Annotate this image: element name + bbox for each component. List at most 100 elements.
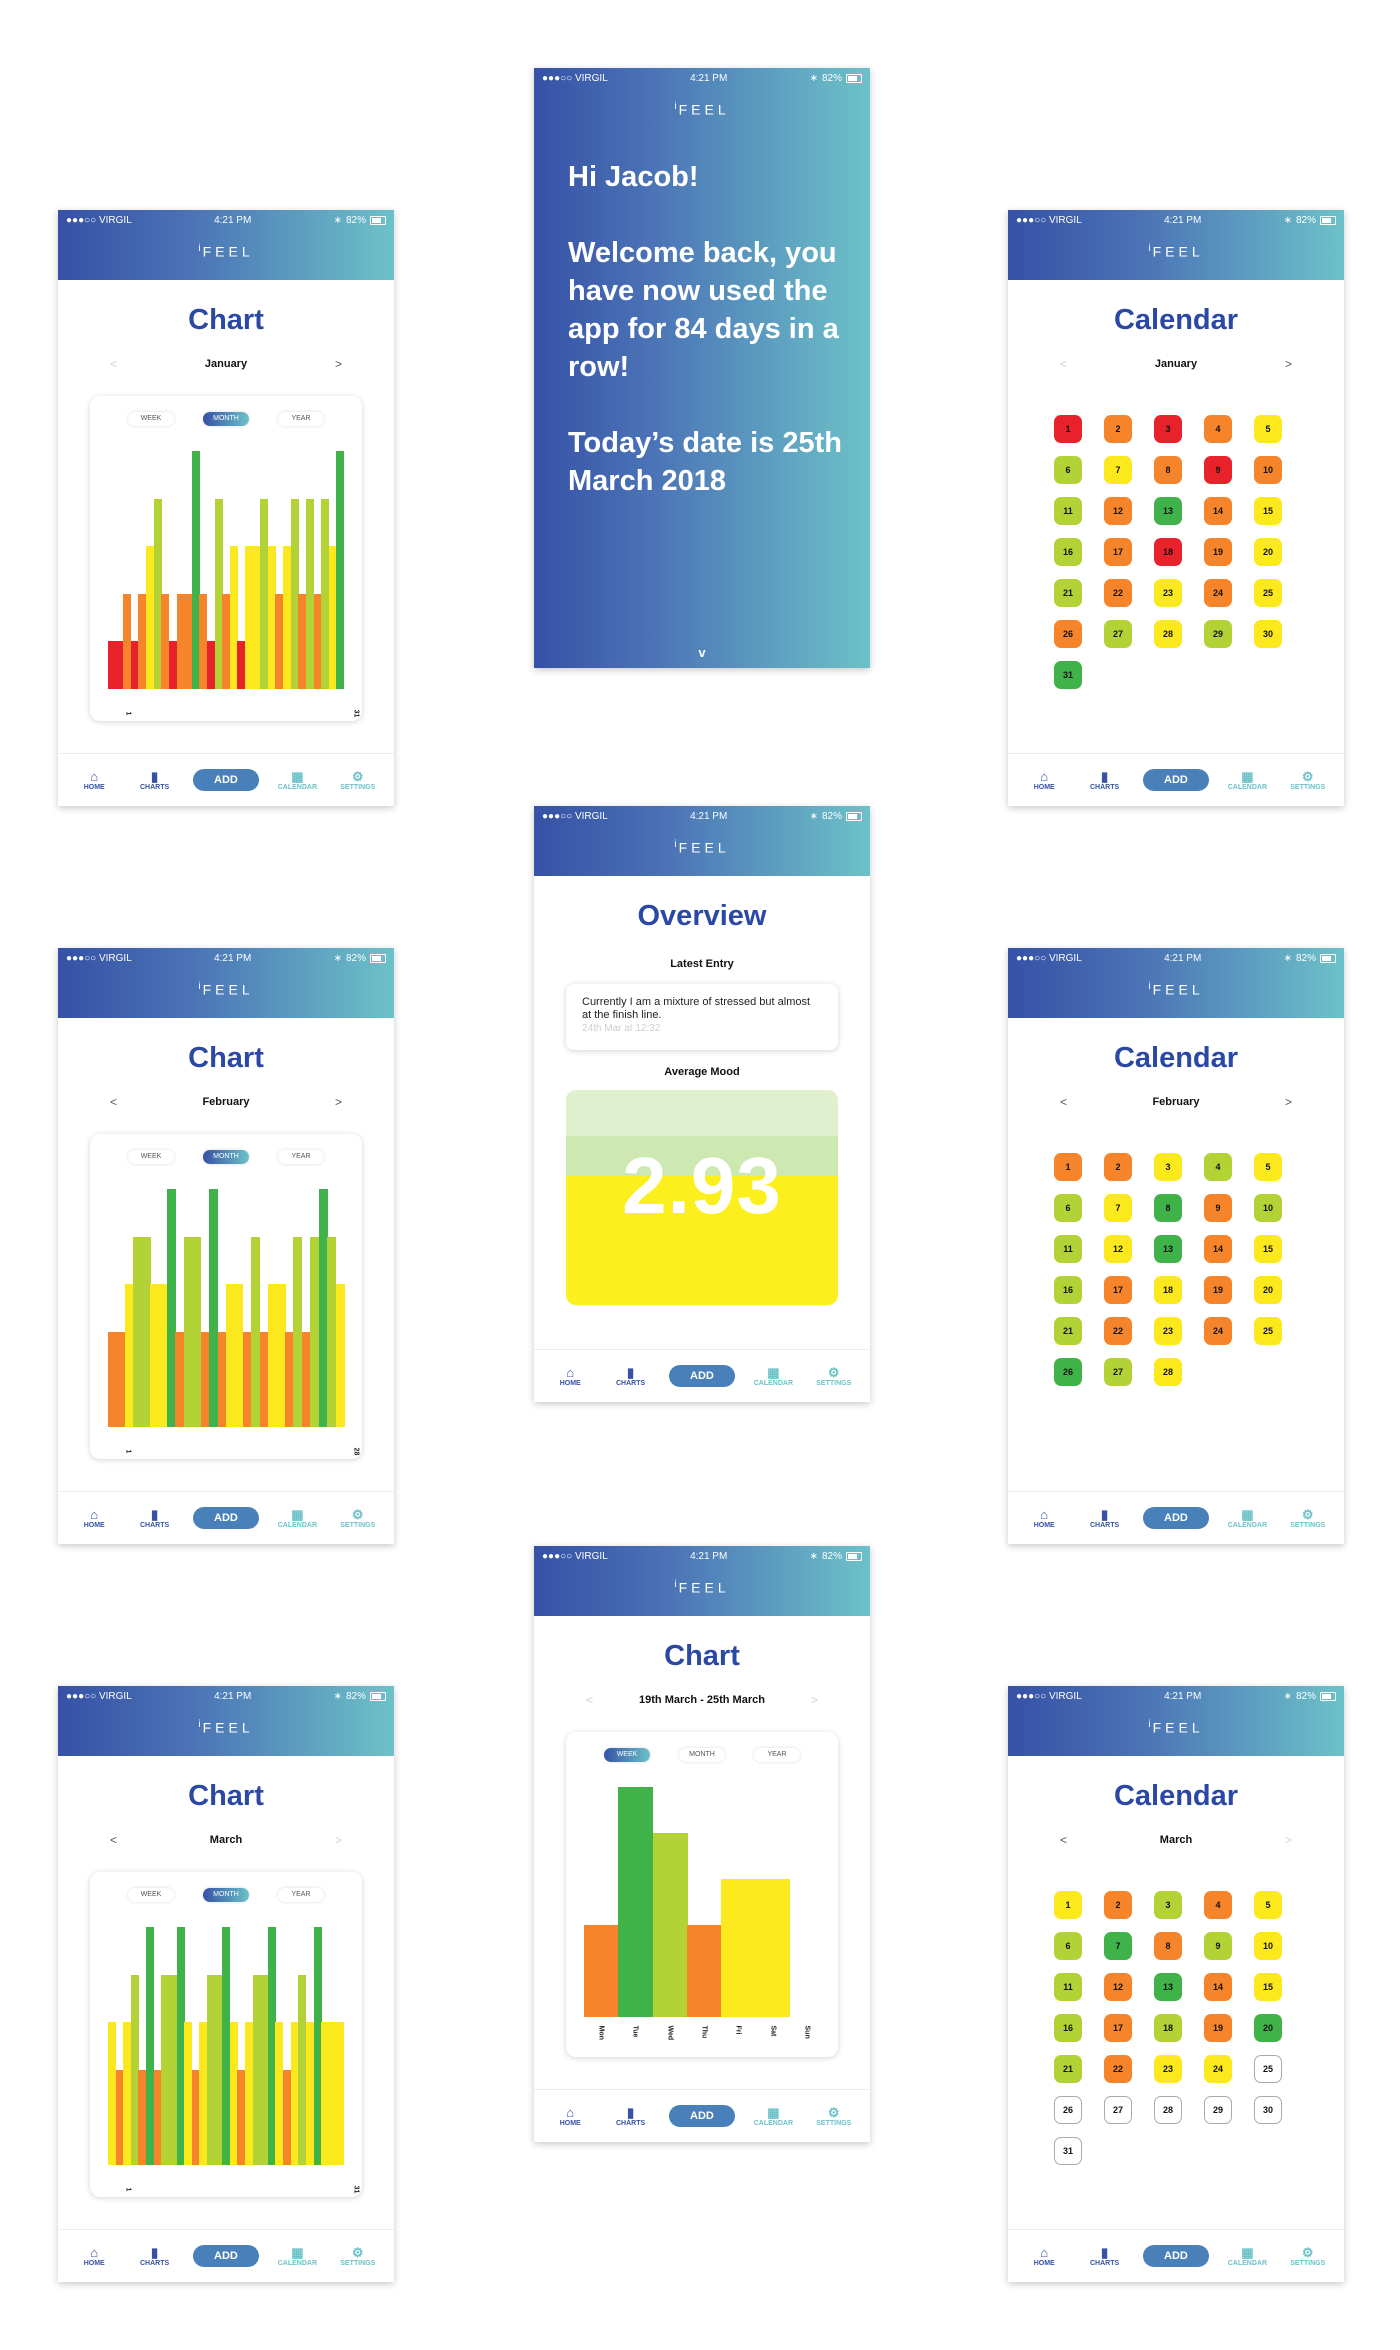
tab-calendar[interactable]: ▦ CALENDAR xyxy=(277,768,317,791)
calendar-day[interactable]: 19 xyxy=(1204,1276,1232,1304)
calendar-day[interactable]: 30 xyxy=(1254,2096,1282,2124)
calendar-day[interactable]: 22 xyxy=(1104,579,1132,607)
tab-settings[interactable]: ⚙ SETTINGS xyxy=(1290,1506,1326,1529)
calendar-day[interactable]: 4 xyxy=(1204,1153,1232,1181)
toggle-year[interactable]: YEAR xyxy=(278,1150,324,1164)
tab-calendar[interactable]: ▦ CALENDAR xyxy=(277,2244,317,2267)
calendar-day[interactable]: 24 xyxy=(1204,1317,1232,1345)
calendar-day[interactable]: 9 xyxy=(1204,456,1232,484)
calendar-day[interactable]: 28 xyxy=(1154,2096,1182,2124)
tab-home[interactable]: ⌂ HOME xyxy=(559,1364,581,1387)
calendar-day[interactable]: 15 xyxy=(1254,1235,1282,1263)
calendar-day[interactable]: 17 xyxy=(1104,1276,1132,1304)
calendar-day[interactable]: 2 xyxy=(1104,415,1132,443)
calendar-day[interactable]: 22 xyxy=(1104,1317,1132,1345)
calendar-day[interactable]: 19 xyxy=(1204,538,1232,566)
calendar-day[interactable]: 9 xyxy=(1204,1932,1232,1960)
add-button[interactable]: ADD xyxy=(1142,2245,1209,2267)
calendar-day[interactable]: 24 xyxy=(1204,579,1232,607)
calendar-day[interactable]: 3 xyxy=(1154,1891,1182,1919)
calendar-day[interactable]: 16 xyxy=(1054,538,1082,566)
tab-charts[interactable]: ▮ CHARTS xyxy=(1089,2244,1120,2267)
prev-month-arrow-icon[interactable]: < xyxy=(110,357,118,371)
calendar-day[interactable]: 13 xyxy=(1154,497,1182,525)
calendar-day[interactable]: 10 xyxy=(1254,456,1282,484)
calendar-day[interactable]: 6 xyxy=(1054,456,1082,484)
add-button[interactable]: ADD xyxy=(192,769,259,791)
tab-settings[interactable]: ⚙ SETTINGS xyxy=(816,1364,852,1387)
calendar-day[interactable]: 1 xyxy=(1054,415,1082,443)
next-month-arrow-icon[interactable]: > xyxy=(334,1833,342,1847)
tab-charts[interactable]: ▮ CHARTS xyxy=(1089,768,1120,791)
tab-home[interactable]: ⌂ HOME xyxy=(1033,768,1055,791)
tab-charts[interactable]: ▮ CHARTS xyxy=(139,768,170,791)
calendar-day[interactable]: 23 xyxy=(1154,1317,1182,1345)
calendar-day[interactable]: 18 xyxy=(1154,538,1182,566)
calendar-day[interactable]: 4 xyxy=(1204,1891,1232,1919)
tab-home[interactable]: ⌂ HOME xyxy=(1033,2244,1055,2267)
add-button[interactable]: ADD xyxy=(668,2105,735,2127)
prev-month-arrow-icon[interactable]: < xyxy=(110,1095,118,1109)
prev-week-arrow-icon[interactable]: < xyxy=(586,1693,594,1707)
tab-settings[interactable]: ⚙ SETTINGS xyxy=(340,768,376,791)
calendar-day[interactable]: 26 xyxy=(1054,1358,1082,1386)
tab-settings[interactable]: ⚙ SETTINGS xyxy=(340,1506,376,1529)
toggle-week[interactable]: WEEK xyxy=(128,1150,174,1164)
next-week-arrow-icon[interactable]: > xyxy=(810,1693,818,1707)
tab-calendar[interactable]: ▦ CALENDAR xyxy=(1227,2244,1267,2267)
tab-home[interactable]: ⌂ HOME xyxy=(83,2244,105,2267)
calendar-day[interactable]: 15 xyxy=(1254,497,1282,525)
calendar-day[interactable]: 13 xyxy=(1154,1235,1182,1263)
next-month-arrow-icon[interactable]: > xyxy=(334,357,342,371)
prev-month-arrow-icon[interactable]: < xyxy=(110,1833,118,1847)
tab-calendar[interactable]: ▦ CALENDAR xyxy=(753,2104,793,2127)
tab-calendar[interactable]: ▦ CALENDAR xyxy=(1227,1506,1267,1529)
tab-charts[interactable]: ▮ CHARTS xyxy=(615,2104,646,2127)
calendar-day[interactable]: 17 xyxy=(1104,2014,1132,2042)
add-button[interactable]: ADD xyxy=(1142,1507,1209,1529)
tab-home[interactable]: ⌂ HOME xyxy=(559,2104,581,2127)
calendar-day[interactable]: 18 xyxy=(1154,1276,1182,1304)
calendar-day[interactable]: 8 xyxy=(1154,456,1182,484)
toggle-week[interactable]: WEEK xyxy=(128,1888,174,1902)
calendar-day[interactable]: 11 xyxy=(1054,497,1082,525)
calendar-day[interactable]: 31 xyxy=(1054,661,1082,689)
calendar-day[interactable]: 31 xyxy=(1054,2137,1082,2165)
calendar-day[interactable]: 27 xyxy=(1104,620,1132,648)
calendar-day[interactable]: 2 xyxy=(1104,1891,1132,1919)
calendar-day[interactable]: 6 xyxy=(1054,1194,1082,1222)
calendar-day[interactable]: 25 xyxy=(1254,579,1282,607)
tab-settings[interactable]: ⚙ SETTINGS xyxy=(1290,2244,1326,2267)
next-month-arrow-icon[interactable]: > xyxy=(1284,1095,1292,1109)
calendar-day[interactable]: 7 xyxy=(1104,1932,1132,1960)
calendar-day[interactable]: 6 xyxy=(1054,1932,1082,1960)
prev-month-arrow-icon[interactable]: < xyxy=(1060,357,1068,371)
calendar-day[interactable]: 23 xyxy=(1154,579,1182,607)
calendar-day[interactable]: 20 xyxy=(1254,1276,1282,1304)
tab-charts[interactable]: ▮ CHARTS xyxy=(139,1506,170,1529)
toggle-year[interactable]: YEAR xyxy=(754,1748,800,1762)
tab-home[interactable]: ⌂ HOME xyxy=(83,768,105,791)
calendar-day[interactable]: 12 xyxy=(1104,1973,1132,2001)
toggle-year[interactable]: YEAR xyxy=(278,1888,324,1902)
calendar-day[interactable]: 26 xyxy=(1054,2096,1082,2124)
add-button[interactable]: ADD xyxy=(192,1507,259,1529)
calendar-day[interactable]: 29 xyxy=(1204,2096,1232,2124)
calendar-day[interactable]: 25 xyxy=(1254,1317,1282,1345)
tab-calendar[interactable]: ▦ CALENDAR xyxy=(753,1364,793,1387)
tab-settings[interactable]: ⚙ SETTINGS xyxy=(340,2244,376,2267)
calendar-day[interactable]: 11 xyxy=(1054,1235,1082,1263)
next-month-arrow-icon[interactable]: > xyxy=(1284,357,1292,371)
calendar-day[interactable]: 10 xyxy=(1254,1932,1282,1960)
calendar-day[interactable]: 12 xyxy=(1104,1235,1132,1263)
calendar-day[interactable]: 29 xyxy=(1204,620,1232,648)
tab-charts[interactable]: ▮ CHARTS xyxy=(615,1364,646,1387)
calendar-day[interactable]: 21 xyxy=(1054,2055,1082,2083)
calendar-day[interactable]: 16 xyxy=(1054,1276,1082,1304)
add-button[interactable]: ADD xyxy=(668,1365,735,1387)
calendar-day[interactable]: 9 xyxy=(1204,1194,1232,1222)
calendar-day[interactable]: 21 xyxy=(1054,1317,1082,1345)
calendar-day[interactable]: 7 xyxy=(1104,1194,1132,1222)
calendar-day[interactable]: 8 xyxy=(1154,1194,1182,1222)
calendar-day[interactable]: 4 xyxy=(1204,415,1232,443)
